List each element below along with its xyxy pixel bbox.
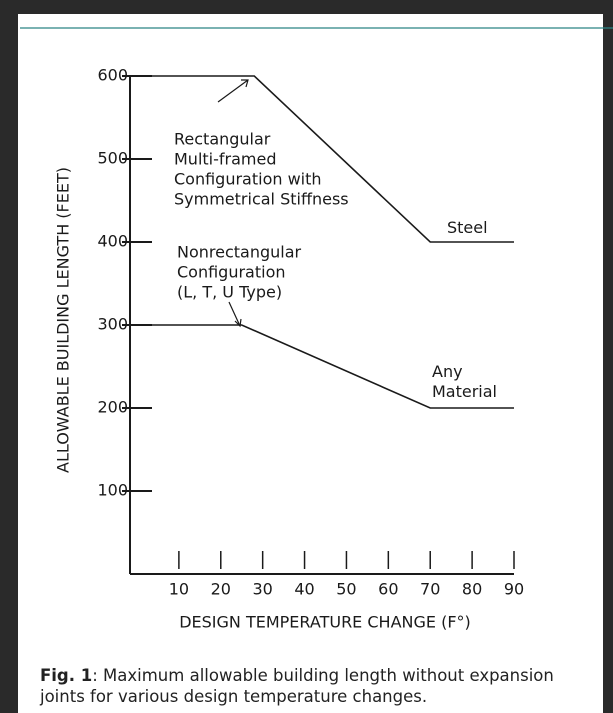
x-tick-label: 40 xyxy=(294,580,314,599)
annotation: Configuration xyxy=(177,263,286,282)
annotation: Multi-framed xyxy=(174,150,276,169)
arrow-head xyxy=(241,79,249,88)
x-tick-label: 20 xyxy=(211,580,231,599)
x-axis-label: DESIGN TEMPERATURE CHANGE (F°) xyxy=(179,613,471,632)
caption-label: Fig. 1 xyxy=(40,666,93,685)
annotation: (L, T, U Type) xyxy=(177,283,282,302)
annotation: Rectangular xyxy=(174,130,271,149)
series-label: Steel xyxy=(447,218,488,237)
y-tick-label: 600 xyxy=(97,66,128,85)
y-tick-label: 100 xyxy=(97,481,128,500)
arrow xyxy=(217,79,249,103)
x-tick-label: 60 xyxy=(378,580,398,599)
series-line xyxy=(137,324,514,409)
x-tick-label: 90 xyxy=(504,580,524,599)
arrow-head xyxy=(234,318,242,328)
caption: Fig. 1: Maximum allowable building lengt… xyxy=(40,665,600,707)
y-axis-label: ALLOWABLE BUILDING LENGTH (FEET) xyxy=(54,167,73,473)
caption-text: : Maximum allowable building length with… xyxy=(40,666,554,706)
x-tick-label: 80 xyxy=(462,580,482,599)
series-line xyxy=(137,75,514,243)
y-tick-label: 200 xyxy=(97,398,128,417)
y-tick-label: 300 xyxy=(97,315,128,334)
y-tick-label: 400 xyxy=(97,232,128,251)
panel xyxy=(18,14,603,713)
x-tick-label: 50 xyxy=(336,580,356,599)
annotation: Configuration with xyxy=(174,170,322,189)
y-tick-label: 500 xyxy=(97,149,128,168)
x-tick-label: 10 xyxy=(169,580,189,599)
x-tick-label: 70 xyxy=(420,580,440,599)
series-label: Any Material xyxy=(432,362,497,401)
annotation: Nonrectangular xyxy=(177,243,302,262)
arrow xyxy=(228,301,241,327)
x-tick-label: 30 xyxy=(252,580,272,599)
annotation: Symmetrical Stiffness xyxy=(174,190,349,209)
